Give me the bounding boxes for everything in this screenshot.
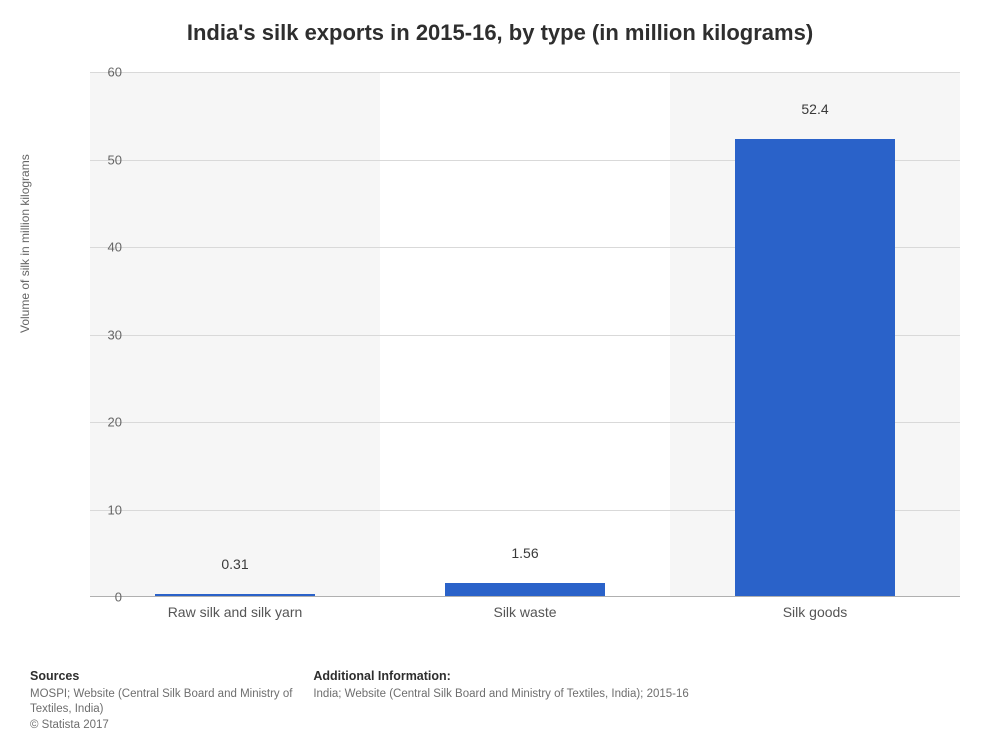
gridline (90, 72, 960, 73)
x-tick-label: Raw silk and silk yarn (168, 604, 303, 620)
y-tick-label: 50 (82, 152, 122, 167)
additional-info-text: India; Website (Central Silk Board and M… (313, 687, 688, 703)
y-tick-label: 20 (82, 415, 122, 430)
y-tick-label: 10 (82, 502, 122, 517)
bar-value-label: 1.56 (511, 545, 538, 561)
y-tick-label: 0 (82, 590, 122, 605)
chart-title: India's silk exports in 2015-16, by type… (0, 20, 1000, 46)
sources-text: MOSPI; Website (Central Silk Board and M… (30, 687, 300, 718)
y-axis-label: Volume of silk in million kilograms (18, 154, 32, 333)
sources-heading: Sources (30, 668, 300, 685)
y-tick-label: 60 (82, 65, 122, 80)
chart-footer: Sources MOSPI; Website (Central Silk Boa… (30, 668, 970, 733)
bar-value-label: 52.4 (801, 101, 828, 117)
x-tick-label: Silk waste (493, 604, 556, 620)
bar-value-label: 0.31 (221, 556, 248, 572)
x-tick-label: Silk goods (783, 604, 848, 620)
additional-info-heading: Additional Information: (313, 668, 688, 685)
y-tick-label: 40 (82, 240, 122, 255)
bar (735, 139, 895, 598)
x-axis-line (90, 596, 960, 597)
copyright-text: © Statista 2017 (30, 718, 300, 734)
sources-block: Sources MOSPI; Website (Central Silk Boa… (30, 668, 300, 733)
additional-info-block: Additional Information: India; Website (… (313, 668, 688, 702)
chart-container: India's silk exports in 2015-16, by type… (0, 0, 1000, 743)
y-tick-label: 30 (82, 327, 122, 342)
bar (445, 583, 605, 597)
plot-area: 0.31 1.56 52.4 (90, 72, 960, 597)
